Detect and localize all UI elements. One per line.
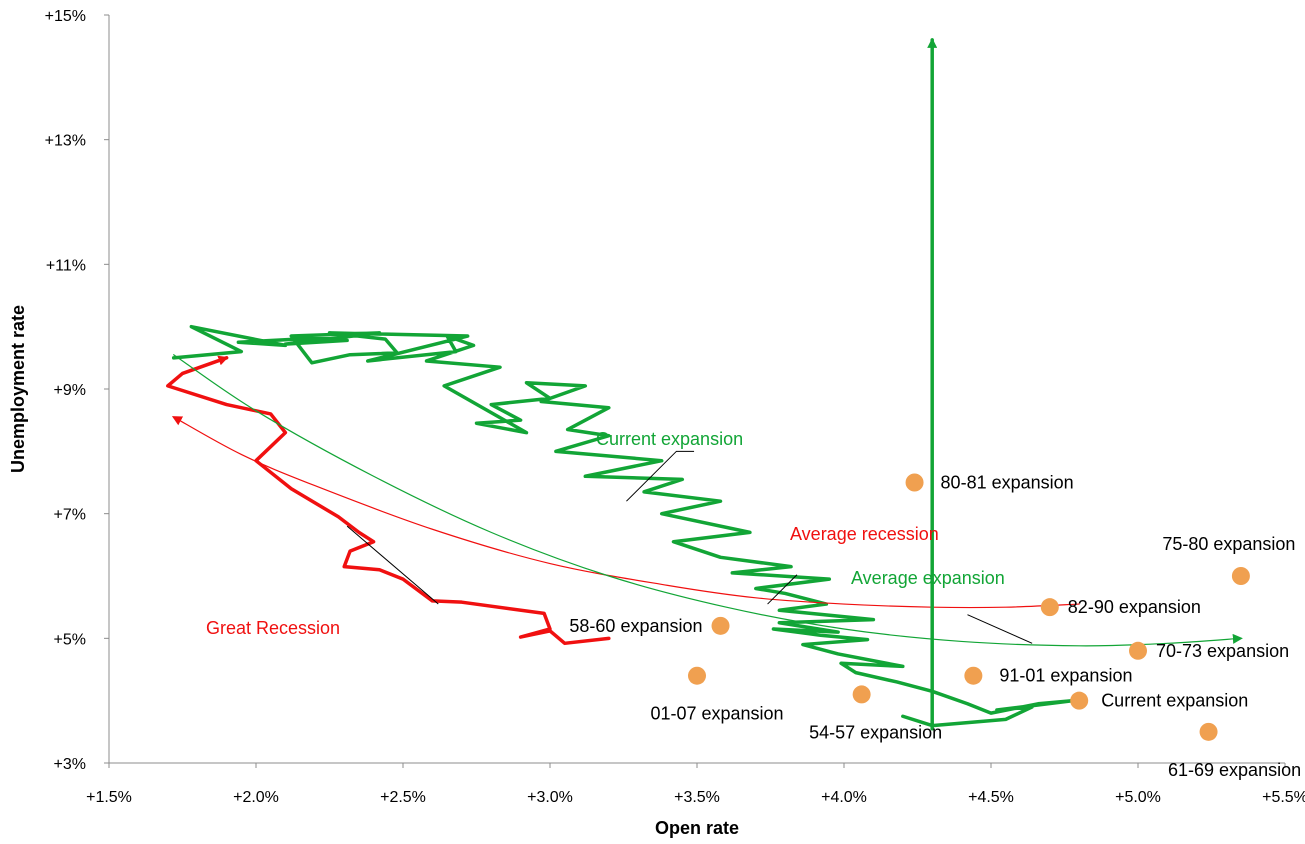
leader-line: [967, 614, 1033, 644]
point-80-81-expansion: [905, 473, 924, 492]
leader-line: [346, 525, 439, 605]
series-average-recession: [171, 416, 1080, 609]
point-label: 91-01 expansion: [999, 666, 1132, 686]
leader-line: [626, 450, 695, 502]
point-58-60-expansion: [711, 616, 730, 635]
point-01-07-expansion: [688, 666, 706, 685]
point-label: 61-69 expansion: [1168, 760, 1301, 780]
y-tick-label: +15%: [45, 8, 86, 25]
annotation-current-expansion: Current expansion: [596, 429, 743, 449]
x-tick-label: +3.0%: [527, 789, 573, 806]
point-61-69-expansion: [1199, 722, 1218, 741]
y-tick-label: +3%: [54, 756, 86, 773]
point-54-57-expansion: [852, 685, 871, 704]
point-70-73-expansion: [1129, 641, 1147, 660]
leader-lines: [346, 450, 1033, 644]
y-tick-label: +5%: [54, 631, 86, 648]
point-91-01-expansion: [964, 666, 983, 685]
point-label: 80-81 expansion: [941, 473, 1074, 493]
point-label: 58-60 expansion: [569, 616, 702, 636]
x-tick-label: +2.0%: [233, 789, 279, 806]
x-tick-label: +1.5%: [86, 789, 132, 806]
axes: [108, 15, 1285, 764]
annotation-average-expansion: Average expansion: [851, 568, 1005, 588]
series-current-expansion: [171, 324, 1076, 728]
x-axis-title: Open rate: [655, 818, 739, 838]
x-tick-label: +4.0%: [821, 789, 867, 806]
point-82-90-expansion: [1040, 598, 1059, 617]
x-tick-label: +4.5%: [968, 789, 1014, 806]
x-tick-label: +3.5%: [674, 789, 720, 806]
x-tick-label: +5.0%: [1115, 789, 1161, 806]
series-average-expansion: [173, 354, 1243, 647]
point-label: 75-80 expansion: [1162, 534, 1295, 554]
point-label: 82-90 expansion: [1068, 597, 1201, 617]
y-tick-label: +9%: [54, 382, 86, 399]
y-tick-label: +13%: [45, 133, 86, 150]
y-axis-title: Unemployment rate: [8, 305, 28, 473]
annotation-layer: Current expansion Great Recession Averag…: [206, 429, 1005, 638]
annotation-great-recession: Great Recession: [206, 618, 340, 638]
leader-line: [767, 574, 798, 605]
point-label: Current expansion: [1101, 691, 1248, 711]
annotation-average-recession: Average recession: [790, 524, 939, 544]
x-tick-label: +5.5%: [1262, 789, 1305, 806]
y-tick-label: +11%: [46, 257, 86, 274]
series-layer: [166, 37, 1243, 731]
y-tick-label: +7%: [54, 507, 86, 524]
tick-group: +1.5% +2.0% +2.5% +3.0% +3.5% +4.0% +4.5% +5.0%…: [45, 8, 1305, 806]
point-current-expansion: [1070, 691, 1089, 710]
x-tick-label: +2.5%: [380, 789, 426, 806]
point-75-80-expansion: [1231, 567, 1250, 585]
points-layer: 80-81 expansion 75-80 expansion 82-90 expa…: [569, 473, 1301, 780]
point-label: 54-57 expansion: [809, 722, 942, 742]
point-label: 01-07 expansion: [650, 704, 783, 724]
point-label: 70-73 expansion: [1156, 641, 1289, 661]
